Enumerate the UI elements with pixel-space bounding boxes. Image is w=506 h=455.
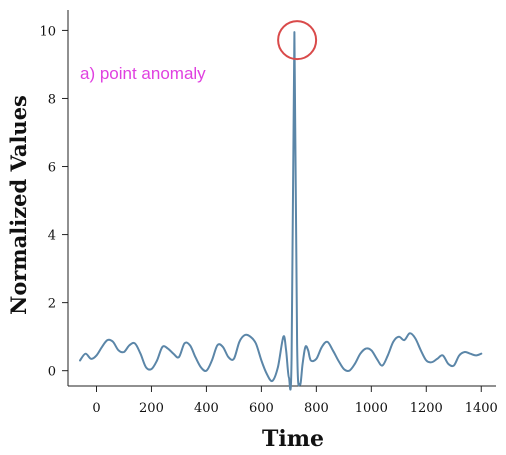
series-line [79, 31, 483, 391]
x-axis-title: Time [262, 426, 324, 452]
y-tick-label: 4 [48, 229, 56, 244]
x-tick-label: 600 [249, 401, 274, 416]
x-tick-label: 400 [194, 401, 219, 416]
y-tick-label: 10 [39, 24, 56, 39]
y-tick-label: 0 [48, 365, 56, 380]
x-tick-label: 1200 [410, 401, 443, 416]
y-axis-title: Normalized Values [6, 95, 31, 315]
x-tick-label: 1000 [355, 401, 388, 416]
x-tick-label: 0 [92, 401, 100, 416]
y-tick-label: 6 [48, 161, 56, 176]
x-tick-label: 1400 [465, 401, 498, 416]
x-tick-label: 200 [139, 401, 164, 416]
anomaly-highlight-circle [277, 20, 318, 61]
annotation-label: a) point anomaly [80, 64, 206, 83]
y-tick-label: 8 [48, 92, 56, 107]
x-tick-label: 800 [304, 401, 329, 416]
y-tick-label: 2 [48, 297, 56, 312]
